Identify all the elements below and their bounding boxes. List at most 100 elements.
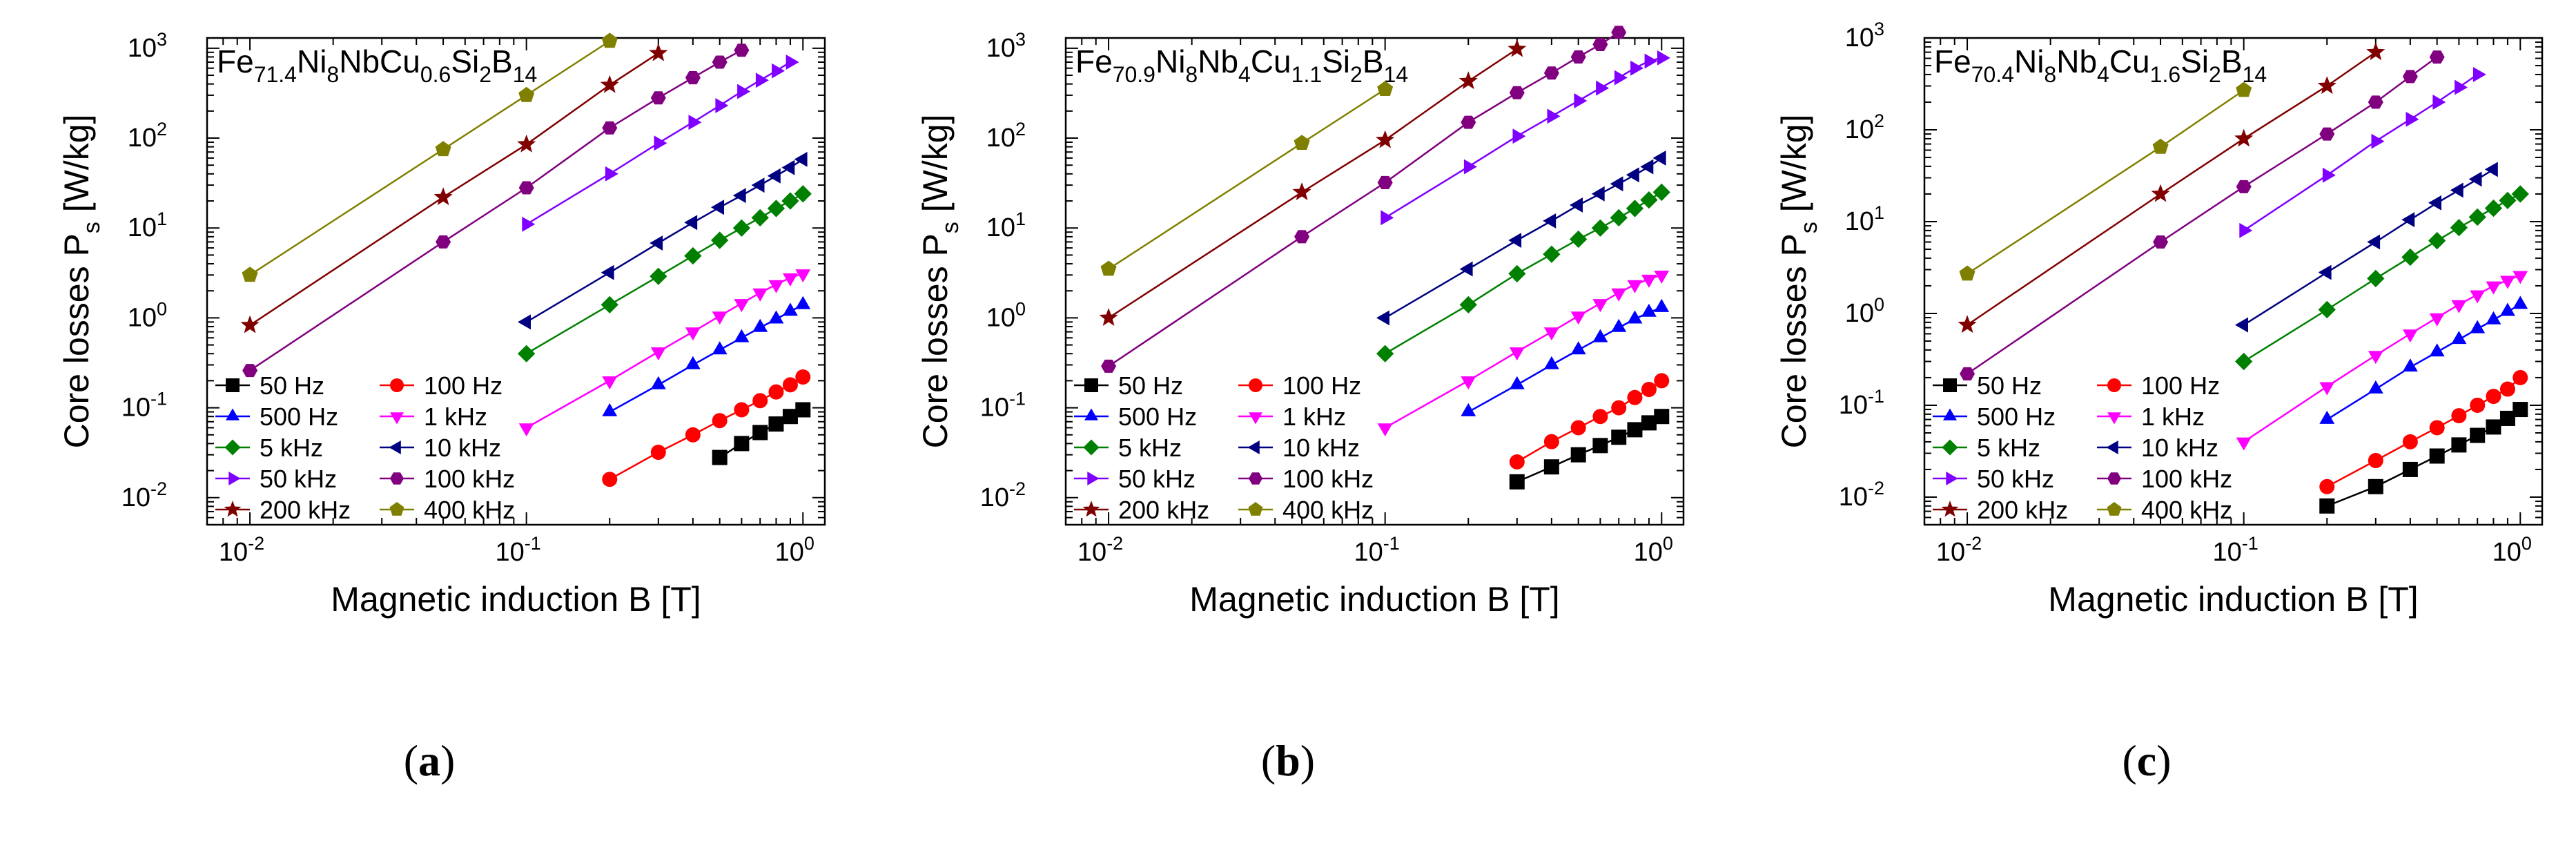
data-point xyxy=(2319,382,2335,396)
data-point xyxy=(1610,209,1628,226)
legend-label: 50 Hz xyxy=(1118,371,1183,400)
series-500-hz xyxy=(2319,296,2528,424)
data-point xyxy=(1100,260,1117,276)
data-point xyxy=(1959,265,1975,281)
data-point xyxy=(1611,429,1627,445)
series-10-khz xyxy=(2235,162,2498,333)
data-point xyxy=(755,72,769,88)
x-tick-label: 100 xyxy=(2492,533,2532,567)
legend-marker xyxy=(2107,378,2121,392)
legend-label: 400 kHz xyxy=(424,496,515,524)
data-point xyxy=(2319,498,2335,514)
data-point xyxy=(737,84,751,99)
x-tick-label: 10-2 xyxy=(219,533,264,567)
series-100-hz xyxy=(2319,369,2528,494)
legend-item: 1 kHz xyxy=(380,403,487,431)
data-point xyxy=(1657,50,1670,66)
data-point xyxy=(2368,380,2383,394)
legend-marker xyxy=(1083,439,1100,456)
data-point xyxy=(601,32,618,48)
data-point xyxy=(654,135,667,151)
data-point xyxy=(2428,195,2441,211)
legend: 50 Hz 100 Hz 500 Hz 1 kHz 5 kHz 10 kHz 50 kHz 1… xyxy=(1074,371,1374,524)
series-1-khz xyxy=(1377,271,1670,437)
data-point xyxy=(1626,200,1644,217)
data-point xyxy=(1459,296,1477,313)
data-point xyxy=(2153,235,2169,249)
legend-marker xyxy=(1943,408,1957,420)
chart-plot-a: 10-2 10-1 100 10-2 10-1 100 101 102 103 Magnetic … xyxy=(57,29,826,619)
data-point xyxy=(2402,358,2418,372)
data-point xyxy=(1591,186,1605,202)
data-point xyxy=(1570,50,1586,64)
data-point xyxy=(2367,269,2385,288)
data-point xyxy=(2450,219,2468,237)
series-line xyxy=(1385,274,1662,429)
data-point xyxy=(518,181,534,195)
data-point xyxy=(1592,37,1608,51)
legend-item: 1 kHz xyxy=(1238,403,1346,431)
data-point xyxy=(1512,128,1526,144)
data-point xyxy=(1596,80,1610,96)
data-point xyxy=(782,377,798,393)
data-point xyxy=(601,296,618,313)
series-line xyxy=(526,273,803,429)
data-point xyxy=(2500,275,2515,289)
data-point xyxy=(1461,115,1476,129)
y-tick-label: 10-2 xyxy=(980,478,1026,512)
series-line xyxy=(249,52,659,327)
legend-item: 100 Hz xyxy=(1238,371,1361,400)
legend-item: 50 Hz xyxy=(215,371,324,400)
legend-item: 400 kHz xyxy=(1238,496,1374,524)
data-point xyxy=(2235,317,2248,333)
legend-label: 5 kHz xyxy=(260,434,323,462)
data-point xyxy=(783,273,798,287)
data-point xyxy=(1654,298,1670,312)
data-point xyxy=(684,246,702,265)
data-point xyxy=(2322,167,2336,183)
data-point xyxy=(734,299,750,313)
alloy-composition-label: Fe70.9Ni8Nb4Cu1.1Si2B14 xyxy=(1075,43,1408,87)
y-tick-label: 103 xyxy=(128,29,167,63)
data-point xyxy=(2470,427,2486,443)
data-point xyxy=(2470,320,2486,333)
data-point xyxy=(1614,70,1628,86)
data-point xyxy=(2512,402,2528,418)
data-point xyxy=(2429,313,2445,327)
data-point xyxy=(2366,42,2385,61)
data-point xyxy=(2451,300,2467,313)
data-point xyxy=(2402,329,2418,343)
x-axis-label: Magnetic induction B [T] xyxy=(331,580,701,619)
series-5-khz xyxy=(2235,185,2529,371)
data-point xyxy=(602,472,618,487)
legend-item: 5 kHz xyxy=(1933,434,2040,462)
data-point xyxy=(1377,175,1393,189)
series-line xyxy=(2243,73,2478,231)
legend-label: 50 kHz xyxy=(1977,465,2054,493)
series-50-hz xyxy=(1509,409,1670,490)
data-point xyxy=(2451,331,2467,345)
data-point xyxy=(650,267,667,285)
legend-marker xyxy=(1084,378,1098,392)
data-point xyxy=(1377,81,1394,96)
data-point xyxy=(522,216,536,232)
series-400-khz xyxy=(1959,81,2252,281)
data-point xyxy=(1592,409,1608,425)
data-point xyxy=(2429,448,2445,464)
legend-label: 50 kHz xyxy=(1118,465,1196,493)
legend-marker xyxy=(1087,472,1100,485)
data-point xyxy=(712,413,728,429)
data-point xyxy=(712,311,728,325)
data-point xyxy=(518,314,531,330)
data-point xyxy=(783,302,798,316)
data-point xyxy=(732,219,751,237)
data-point xyxy=(752,425,768,440)
plot-frame xyxy=(1923,37,2544,526)
data-point xyxy=(2472,67,2486,82)
data-point xyxy=(1610,176,1623,192)
legend-marker xyxy=(1247,440,1260,454)
series-50-khz xyxy=(1380,50,1670,226)
data-point xyxy=(2429,50,2445,64)
data-point xyxy=(2455,79,2468,95)
legend-item: 50 kHz xyxy=(1074,465,1196,493)
